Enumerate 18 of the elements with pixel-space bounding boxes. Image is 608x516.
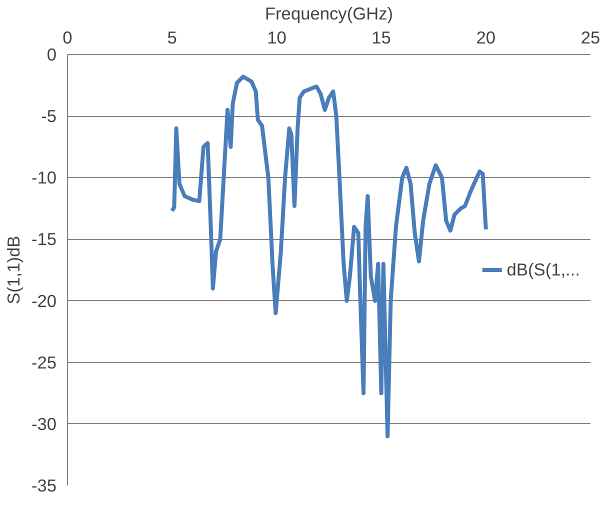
y-axis-title: S(1,1)dB [3,236,24,304]
y-tick-label: -20 [31,290,56,311]
x-tick-label: 15 [372,28,391,48]
y-tick-label: -15 [31,229,56,250]
x-tick-label: 25 [580,28,600,48]
x-tick-label: 20 [476,28,496,48]
x-axis-title: Frequency(GHz) [264,4,394,24]
y-tick-label: -10 [31,168,56,188]
y-tick-label: -30 [31,414,56,434]
y-tick-label: -25 [31,352,56,372]
x-tick-label: 0 [62,28,72,48]
line-series [170,74,488,438]
x-tick-label: 5 [167,28,177,48]
x-tick-label: 10 [267,28,286,48]
y-tick-label: -35 [31,476,56,496]
y-tick-label: 0 [46,44,57,64]
legend-label: dB(S(1,... [506,259,580,280]
y-tick-label: -5 [41,106,57,126]
